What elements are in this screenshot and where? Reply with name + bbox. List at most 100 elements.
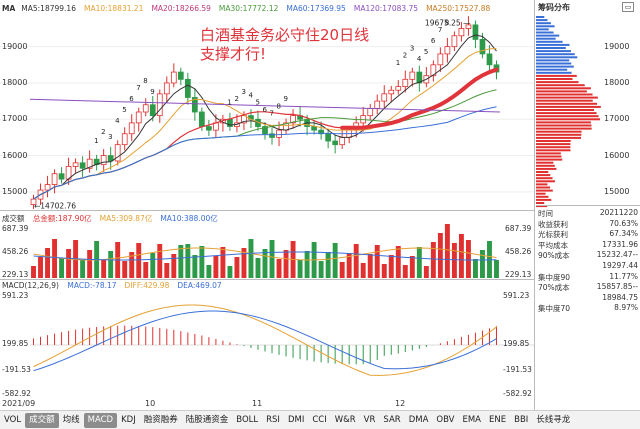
indicator-tab[interactable]: 成交额 [25,412,59,428]
stat-value: 15232.47-- [596,250,638,260]
chip-bar [536,198,552,201]
candle-body [276,129,282,138]
volume-bar [171,254,177,278]
chip-bar [536,140,571,142]
stat-row: 光标获利 67.34% [538,229,638,239]
candle-body [128,122,135,135]
chip-bar [536,130,582,133]
stat-value: 18984.75 [602,292,638,302]
indicator-tab[interactable]: ENE [489,414,507,425]
volume-bar [444,224,450,278]
chip-bar [536,195,549,198]
indicator-tab[interactable]: EMA [462,414,481,425]
volume-ma10-line [33,251,497,261]
candle-body [395,86,402,91]
stat-value: 11.77% [609,271,638,281]
chip-bar [536,50,571,53]
stat-row: 集中度70 8.97% [538,303,638,313]
macd-y-tick: -582.92 [2,389,31,398]
volume-bar [297,260,303,278]
sequence-mark-label: 4 [417,55,422,63]
indicator-tab[interactable]: CCI [312,414,327,425]
volume-legend-item: MA10:388.00亿 [160,214,218,223]
chip-bar [536,90,587,93]
chip-bar [536,161,554,164]
macd-y-tick-right: 591.23 [503,291,530,300]
chip-bar [536,105,601,108]
sequence-mark-label: 1 [94,137,98,145]
macd-chart[interactable] [0,291,534,399]
indicator-tab[interactable]: BOLL [236,414,259,425]
candle-body [51,173,58,185]
indicator-tab[interactable]: KDJ [121,414,136,425]
indicator-tab[interactable]: 长线寻龙 [536,414,571,425]
sequence-mark-label: 5 [122,106,126,114]
chip-bar [536,31,554,34]
candle-body [451,35,458,48]
indicator-tab[interactable]: DMA [408,414,429,425]
indicator-tab[interactable]: W&R [334,414,356,425]
candle-body [444,46,451,55]
candle-body [100,155,107,166]
candle-body [206,126,212,131]
volume-chart[interactable] [0,224,534,278]
stat-row: 90%成本 15232.47-- [538,250,638,260]
macd-legend-item: DEA:469.07 [177,281,222,290]
indicator-tab[interactable]: SAR [383,414,401,425]
stat-label: 平均成本 [538,240,568,250]
chip-bar [536,186,551,189]
chip-bar [536,158,563,161]
indicator-tab[interactable]: MACD [83,412,118,428]
volume-bar [66,249,72,278]
volume-bar [80,259,86,278]
indicator-tab[interactable]: 均线 [62,414,80,425]
sequence-mark-label: 4 [248,91,253,99]
candle-body [262,126,268,135]
indicator-tab[interactable]: OBV [436,414,455,425]
indicator-tab[interactable]: 陆股通资金 [185,414,229,425]
chip-bar [536,28,549,31]
macd-y-tick-right: 199.85 [503,339,530,348]
indicator-tab[interactable]: 融资融券 [143,414,178,425]
sidebar-expand-icon[interactable]: ▭ [622,2,634,12]
indicator-tab[interactable]: VOL [4,414,22,425]
indicator-tab[interactable]: DMI [287,414,305,425]
volume-bar [234,257,240,278]
indicator-tab[interactable]: VR [363,414,376,425]
ma10-line [33,47,497,200]
chip-bar [536,19,548,22]
volume-bar [136,243,142,278]
stat-row: 平均成本 17331.96 [538,240,638,250]
volume-bar [451,243,457,278]
indicator-tab[interactable]: BBI [514,414,529,425]
y-tick-label: 18000 [2,77,28,87]
panel-divider [0,210,534,211]
sequence-mark-label: 1 [396,59,400,67]
indicator-tab[interactable]: RSI [266,414,280,425]
ma60-line [33,106,497,200]
stat-value: 19297.44 [602,261,638,270]
ma120-line [29,98,501,113]
chip-bar [536,136,582,139]
stat-row: 时间 20211220 [538,208,638,218]
indicator-toolbar: VOL 成交额 均线 MACD KDJ 融资融券 陆股通资金 BOLL RSI DMI CCI W&R… [0,410,640,429]
candle-body [325,133,331,142]
volume-bar [206,265,212,278]
sequence-mark-label: 4 [115,117,120,125]
volume-bar [353,244,359,278]
candlestick-chart[interactable]: 12345678912345678912345678919675.25 —←14… [0,14,534,210]
ma20-highlight-line [340,67,499,130]
volume-bar [472,259,478,278]
volume-bar [227,266,233,278]
volume-bar [178,245,184,278]
chip-bar [536,53,575,56]
volume-bar [416,247,422,278]
panel-divider [0,279,534,280]
chip-bar [536,149,571,152]
candle-body [409,71,416,80]
y-tick-label: 15000 [2,186,28,196]
sequence-mark-label: 8 [143,77,147,85]
stat-label: 收益获利 [538,219,568,229]
candle-body [44,184,51,191]
